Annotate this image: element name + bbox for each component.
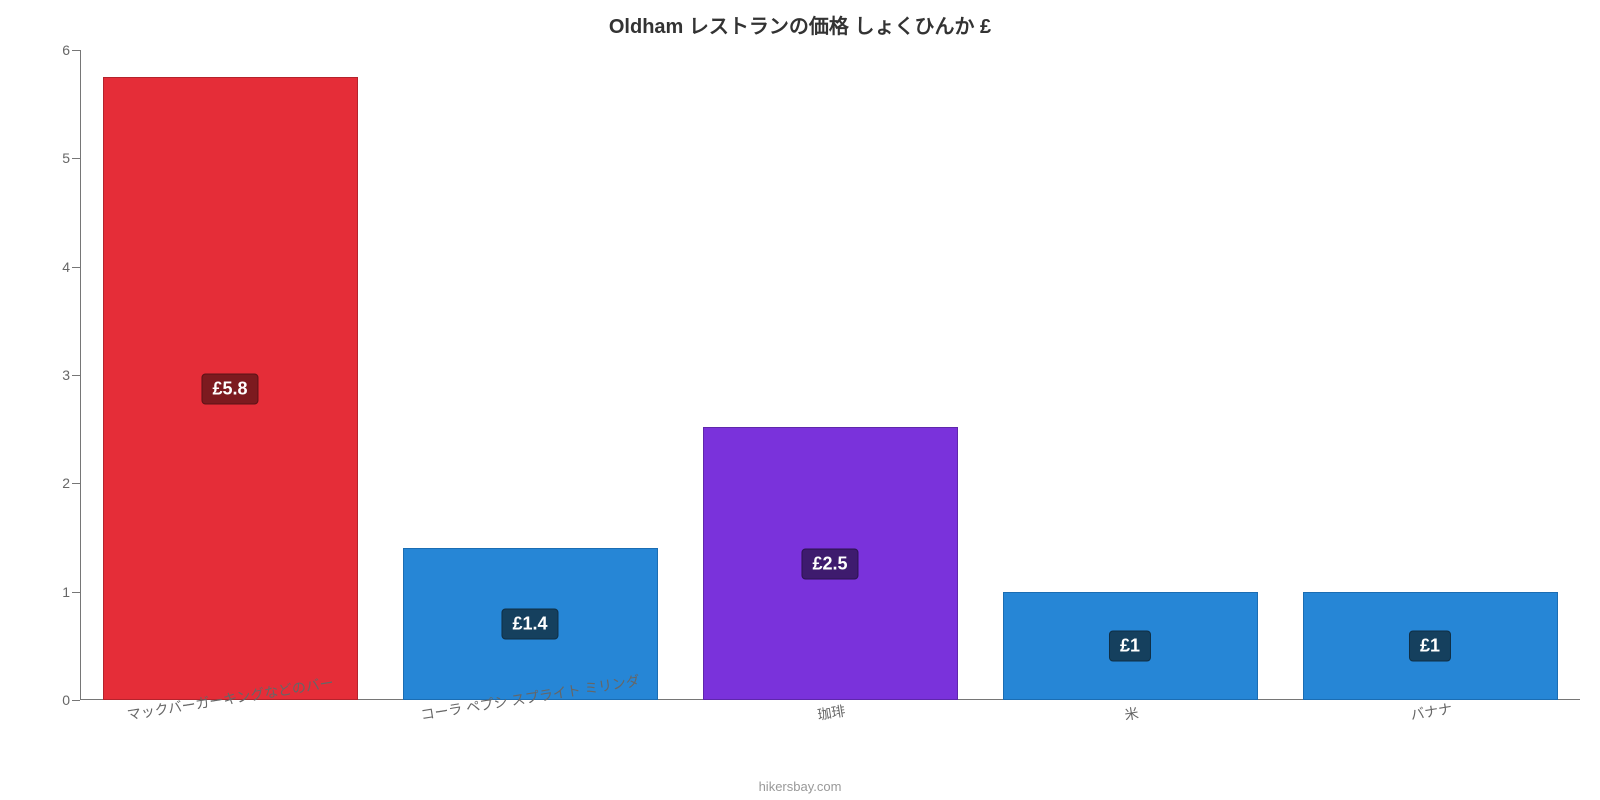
bar-slot: £1 [980, 50, 1280, 700]
y-tick [72, 592, 80, 593]
y-tick-label: 2 [40, 475, 70, 491]
y-tick-label: 1 [40, 584, 70, 600]
y-tick [72, 700, 80, 701]
chart-container: Oldham レストランの価格 しょくひんか £ £5.8£1.4£2.5£1£… [0, 0, 1600, 800]
y-tick-label: 3 [40, 367, 70, 383]
value-badge: £1 [1409, 630, 1451, 661]
chart-title: Oldham レストランの価格 しょくひんか £ [0, 0, 1600, 39]
value-badge: £5.8 [201, 373, 258, 404]
value-badge: £1.4 [501, 609, 558, 640]
plot-area: £5.8£1.4£2.5£1£1 0123456 [80, 50, 1580, 700]
y-tick [72, 267, 80, 268]
credit-text: hikersbay.com [759, 779, 842, 794]
bar-slot: £1.4 [380, 50, 680, 700]
y-tick-label: 6 [40, 42, 70, 58]
y-tick-label: 0 [40, 692, 70, 708]
x-label: 米 [1123, 703, 1140, 725]
y-tick-label: 5 [40, 150, 70, 166]
x-label: バナナ [1409, 698, 1454, 724]
x-label: 珈琲 [816, 701, 847, 725]
value-badge: £1 [1109, 630, 1151, 661]
y-tick [72, 375, 80, 376]
y-tick [72, 50, 80, 51]
bar-slot: £2.5 [680, 50, 980, 700]
bar-slot: £5.8 [80, 50, 380, 700]
bar-slot: £1 [1280, 50, 1580, 700]
y-tick [72, 158, 80, 159]
y-tick-label: 4 [40, 259, 70, 275]
y-tick [72, 483, 80, 484]
value-badge: £2.5 [801, 548, 858, 579]
bars-group: £5.8 £1.4 £2.5 £1 £1 [80, 50, 1580, 700]
